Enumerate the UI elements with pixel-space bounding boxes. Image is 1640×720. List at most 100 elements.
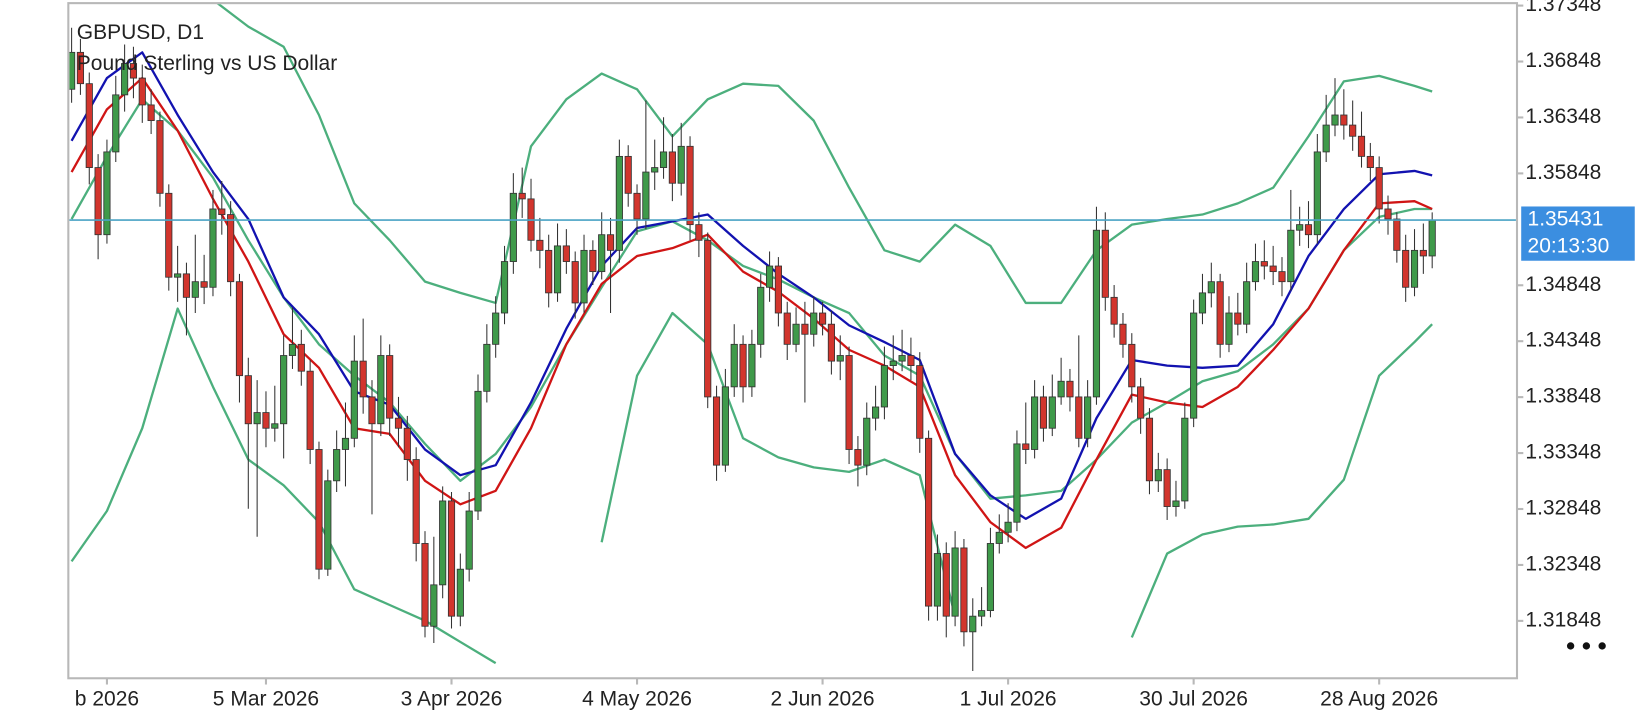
candle-body	[969, 615, 977, 633]
plot-area	[69, 4, 1516, 671]
candle-body	[94, 167, 102, 236]
y-tick-label: 1.31848	[1525, 608, 1601, 631]
candle-body	[333, 449, 341, 482]
candle-body	[615, 155, 623, 251]
candle-body	[1198, 292, 1207, 314]
candle-body	[280, 355, 288, 425]
candle-body	[1331, 114, 1339, 126]
y-tick-label: 1.32848	[1525, 497, 1601, 520]
candle-body	[827, 323, 835, 362]
candle-body	[704, 239, 712, 398]
candle-body	[156, 120, 164, 194]
candle-body	[1101, 229, 1109, 298]
candle-body	[854, 449, 862, 466]
candle-body	[1216, 281, 1224, 345]
candle-body	[951, 547, 959, 617]
candle-body	[792, 323, 800, 345]
y-tick-label: 1.36848	[1525, 49, 1601, 72]
candle-body	[324, 480, 332, 570]
x-tick-label: 5 Mar 2026	[213, 688, 319, 711]
candle-body	[1092, 229, 1101, 398]
candle-body	[218, 208, 226, 215]
candle-body	[686, 145, 694, 226]
y-tick-label: 1.36348	[1525, 105, 1601, 128]
menu-dot[interactable]	[1582, 642, 1591, 650]
candle-body	[1031, 396, 1039, 450]
candle-body	[182, 273, 191, 298]
candle-body	[412, 459, 420, 544]
indicator-line	[216, 4, 1433, 305]
candle-body	[898, 355, 906, 362]
candle-body	[147, 104, 155, 122]
candle-body	[306, 370, 314, 450]
candle-body	[227, 214, 235, 283]
candle-body	[1313, 151, 1321, 236]
candle-body	[271, 423, 279, 429]
candle-body	[474, 390, 482, 512]
menu-button[interactable]	[1566, 642, 1606, 650]
candle-body	[1128, 343, 1136, 388]
menu-dot[interactable]	[1598, 642, 1606, 650]
candle-body	[633, 192, 641, 220]
x-tick-label: 4 May 2026	[582, 688, 692, 711]
candle-body	[235, 281, 244, 377]
candle-body	[174, 273, 182, 278]
candle-body	[907, 355, 915, 367]
candle-body	[748, 343, 756, 388]
y-tick-label: 1.33348	[1525, 441, 1601, 464]
candle-body	[598, 234, 606, 273]
candle-body	[121, 63, 129, 96]
candle-body	[624, 155, 632, 194]
candle-body	[933, 553, 942, 607]
candle-body	[765, 265, 774, 288]
candle-body	[916, 365, 924, 439]
candle-body	[1322, 124, 1330, 153]
candle-body	[165, 192, 173, 278]
candle-body	[1145, 417, 1154, 482]
candle-body	[1190, 312, 1198, 419]
candle-body	[836, 355, 844, 362]
candle-body	[447, 500, 456, 617]
candle-body	[138, 77, 146, 106]
candle-body	[421, 543, 429, 627]
y-tick-label: 1.33848	[1525, 385, 1601, 408]
candle-body	[845, 355, 853, 450]
x-tick-label: 28 Aug 2026	[1320, 688, 1438, 711]
candle-body	[1410, 249, 1419, 288]
candle-body	[1393, 218, 1401, 251]
candle-body	[1243, 281, 1251, 325]
y-tick-label: 1.32348	[1525, 553, 1601, 576]
candle-body	[85, 83, 93, 168]
candle-body	[1154, 469, 1162, 482]
candle-body	[1225, 312, 1233, 345]
candle-body	[1419, 249, 1427, 257]
candle-body	[1234, 312, 1242, 325]
candle-body	[739, 343, 747, 388]
countdown-label: 20:13:30	[1528, 235, 1610, 258]
candle-body	[668, 151, 676, 184]
symbol-title: GBPUSD, D1	[77, 21, 204, 44]
candle-body	[129, 63, 138, 79]
y-tick-label: 1.34348	[1525, 329, 1601, 352]
candle-body	[1163, 469, 1171, 507]
candle-body	[1384, 208, 1392, 220]
x-tick-label: 3 Apr 2026	[401, 688, 503, 711]
candle-body	[1296, 224, 1304, 231]
candle-body	[1287, 229, 1295, 283]
candle-body	[456, 568, 464, 617]
candle-body	[925, 437, 933, 607]
candle-body	[942, 553, 950, 617]
candle-body	[978, 610, 986, 617]
candle-body	[253, 412, 261, 425]
candle-body	[1066, 380, 1074, 398]
y-tick-label: 1.35848	[1525, 161, 1601, 184]
candle-body	[757, 286, 765, 345]
x-tick-label: 2 Jun 2026	[771, 688, 875, 711]
candle-body	[730, 343, 738, 388]
candle-body	[244, 375, 252, 425]
candle-body	[774, 265, 782, 314]
menu-dot[interactable]	[1566, 642, 1575, 650]
candle-body	[562, 245, 570, 262]
candle-body	[863, 417, 871, 466]
candle-body	[509, 192, 517, 262]
